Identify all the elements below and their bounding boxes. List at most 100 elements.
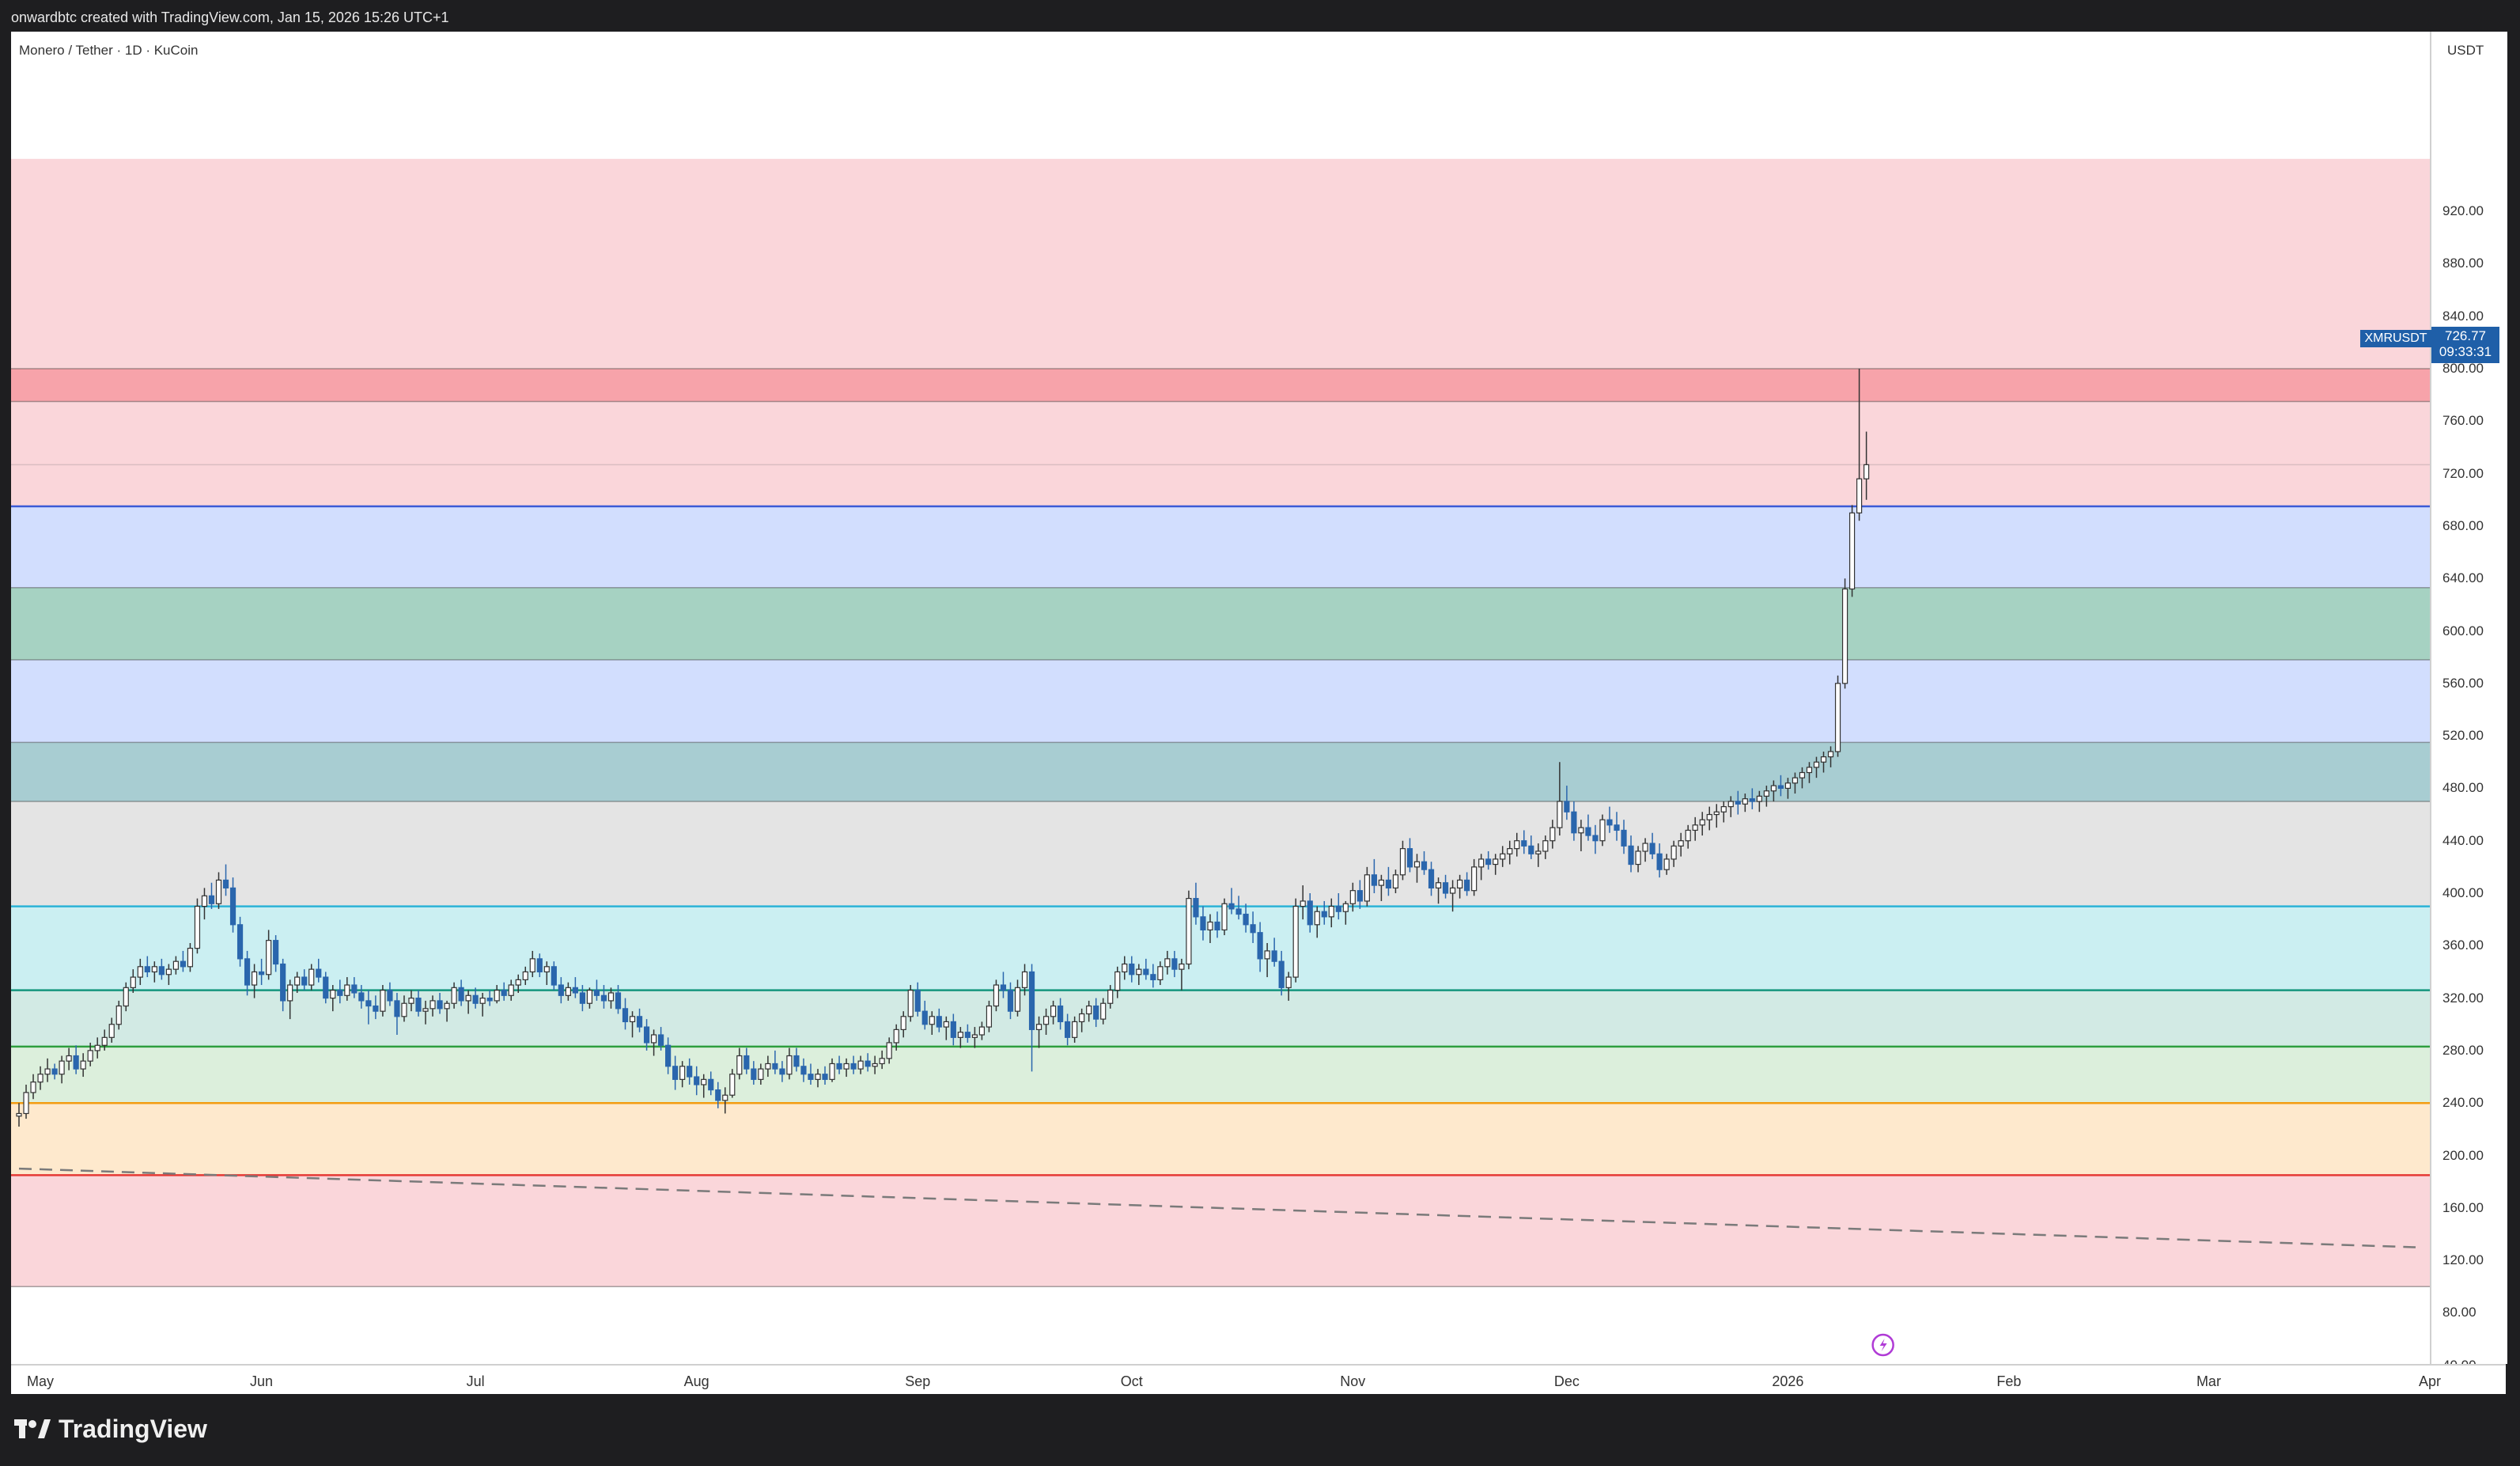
candle-body-2 <box>30 1082 36 1093</box>
candle-body-253 <box>1820 756 1827 763</box>
candle-body-100 <box>729 1074 736 1096</box>
candle-body-133 <box>964 1032 971 1038</box>
candle-body-138 <box>1000 984 1007 991</box>
candle-body-61 <box>451 987 457 1004</box>
candle-body-99 <box>722 1094 728 1101</box>
candle-body-88 <box>643 1026 650 1044</box>
y-tick-label: 320.00 <box>2442 990 2484 1006</box>
candle-body-185 <box>1335 905 1341 912</box>
candle-body-6 <box>59 1060 65 1075</box>
candle-body-226 <box>1628 845 1634 866</box>
candle-body-54 <box>401 1002 407 1017</box>
y-tick-label: 520.00 <box>2442 728 2484 744</box>
candle-body-118 <box>857 1060 864 1070</box>
candle-body-120 <box>872 1063 878 1067</box>
candle-body-134 <box>971 1034 978 1038</box>
candle-body-140 <box>1014 987 1021 1012</box>
y-tick-label: 80.00 <box>2442 1305 2476 1320</box>
candle-body-7 <box>66 1055 72 1062</box>
candle-body-76 <box>558 984 564 996</box>
candle-body-122 <box>886 1042 892 1059</box>
candle-body-169 <box>1221 903 1228 931</box>
candle-body-174 <box>1257 932 1263 960</box>
x-tick-label: 2026 <box>1772 1373 1804 1389</box>
candle-body-52 <box>387 990 393 1002</box>
price-axis[interactable]: USDT 920.00 880.00 840.00 800.00 760.00 720.0… <box>2430 32 2507 1425</box>
x-tick-label: Aug <box>683 1373 709 1389</box>
candle-body-191 <box>1378 879 1385 886</box>
y-tick-label: 680.00 <box>2442 517 2484 533</box>
candle-body-242 <box>1742 798 1748 805</box>
y-tick-label: 640.00 <box>2442 570 2484 586</box>
candle-body-60 <box>444 1002 450 1010</box>
candle-body-160 <box>1157 966 1164 980</box>
candle-body-42 <box>316 968 322 978</box>
candle-body-241 <box>1735 801 1741 805</box>
candle-body-157 <box>1136 968 1142 975</box>
candle-body-126 <box>914 990 921 1012</box>
candle-body-145 <box>1050 1005 1057 1017</box>
candle-body-222 <box>1599 819 1606 842</box>
candle-body-149 <box>1079 1013 1085 1023</box>
candle-body-225 <box>1621 829 1627 847</box>
candle-body-78 <box>572 987 578 994</box>
candle-body-87 <box>636 1016 643 1028</box>
candle-body-33 <box>251 971 258 986</box>
candle-body-83 <box>607 992 615 1002</box>
candle-body-212 <box>1528 845 1534 854</box>
candle-body-257 <box>1848 512 1856 590</box>
candle-body-49 <box>365 1000 372 1007</box>
candle-body-37 <box>280 963 286 1002</box>
candle-body-45 <box>337 990 343 996</box>
candle-body-139 <box>1007 990 1014 1012</box>
candle-body-86 <box>629 1016 636 1023</box>
candle-body-0 <box>16 1112 22 1117</box>
candle-body-201 <box>1449 887 1456 894</box>
candle-body-31 <box>236 924 244 960</box>
candle-body-153 <box>1107 990 1114 1004</box>
tradingview-logo[interactable]: TradingView <box>14 1413 207 1445</box>
candle-body-30 <box>229 887 236 926</box>
candle-body-116 <box>843 1063 849 1070</box>
candle-body-48 <box>358 992 365 1002</box>
candle-body-247 <box>1777 785 1784 790</box>
candle-body-173 <box>1250 924 1256 934</box>
candle-body-193 <box>1392 874 1399 888</box>
zone-band-9 <box>11 506 2430 588</box>
candle-body-117 <box>850 1063 857 1070</box>
candle-body-179 <box>1292 905 1299 978</box>
candle-body-68 <box>501 990 507 996</box>
x-tick-label: Feb <box>1996 1373 2022 1389</box>
symbol-legend[interactable]: Monero / Tether · 1D · KuCoin <box>19 43 199 58</box>
candle-body-104 <box>758 1068 764 1080</box>
time-axis[interactable]: May Jun Jul Aug Sep Oct Nov Dec 2026 Feb Mar Apr <box>11 1364 2506 1396</box>
candle-body-204 <box>1471 866 1478 892</box>
candle-body-181 <box>1307 900 1313 926</box>
brand-name: TradingView <box>59 1414 207 1443</box>
price-tag-symbol: XMRUSDT <box>2360 330 2431 347</box>
candle-body-180 <box>1300 900 1306 907</box>
candle-body-127 <box>921 1010 928 1025</box>
candle-body-38 <box>287 984 293 1002</box>
candle-body-5 <box>51 1068 58 1075</box>
candle-body-215 <box>1549 827 1556 842</box>
zone-band-4 <box>11 906 2430 991</box>
candle-body-203 <box>1464 879 1470 892</box>
chart-plot-area[interactable]: Monero / Tether · 1D · KuCoin <box>11 32 2430 1364</box>
candle-body-196 <box>1413 861 1421 868</box>
zone-band-2 <box>11 1046 2430 1104</box>
candle-body-9 <box>80 1060 86 1070</box>
candle-body-168 <box>1214 921 1220 931</box>
candle-body-64 <box>472 994 479 1004</box>
candle-body-172 <box>1243 913 1249 926</box>
candle-body-65 <box>479 997 486 1004</box>
candle-body-220 <box>1585 827 1591 836</box>
candle-body-56 <box>415 997 422 1012</box>
candle-body-136 <box>986 1005 993 1028</box>
event-bolt-glyph <box>1879 1339 1887 1351</box>
candle-body-77 <box>565 987 571 996</box>
candle-body-154 <box>1114 971 1121 991</box>
candle-body-156 <box>1129 963 1135 975</box>
candle-body-232 <box>1671 845 1677 860</box>
candle-body-59 <box>437 1000 443 1010</box>
